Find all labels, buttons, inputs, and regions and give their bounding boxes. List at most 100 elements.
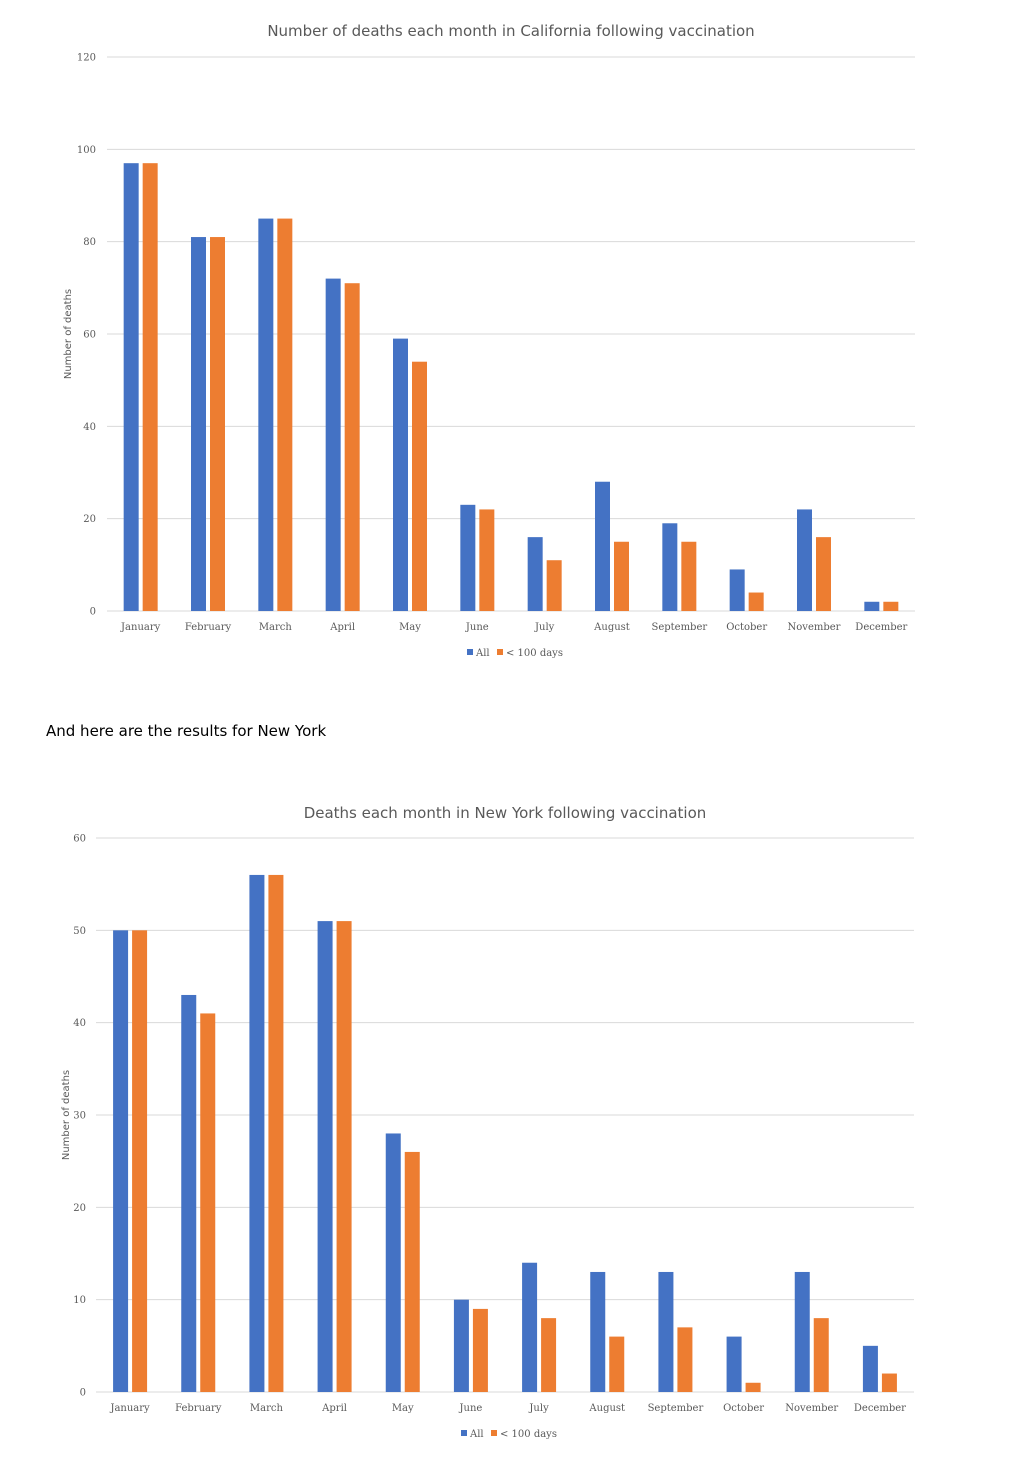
bar-lt100-days [142, 163, 158, 611]
y-tick-label: 100 [77, 145, 96, 156]
y-tick-label: 20 [83, 514, 96, 525]
chart-title: Deaths each month in New York following … [304, 804, 707, 822]
bar-all [460, 504, 476, 611]
bar-all [864, 601, 880, 611]
bar-all [258, 218, 274, 612]
x-category-label: February [175, 1403, 222, 1414]
y-tick-label: 50 [73, 926, 86, 937]
x-category-label: December [855, 622, 907, 633]
y-tick-label: 60 [73, 834, 86, 845]
bar-lt100-days [472, 1308, 488, 1392]
bar-all [662, 523, 678, 611]
x-category-label: July [534, 622, 555, 633]
bar-lt100-days [344, 283, 360, 611]
bar-all [527, 537, 543, 611]
bar-all [325, 278, 341, 611]
california-chart-svg: Number of deaths each month in Californi… [63, 22, 915, 659]
prose-text: And here are the results for New York [46, 722, 327, 740]
x-category-label: February [185, 622, 232, 633]
bar-lt100-days [883, 601, 899, 611]
bar-lt100-days [677, 1327, 693, 1392]
bar-lt100-days [132, 930, 148, 1392]
x-category-label: March [250, 1403, 284, 1414]
bar-lt100-days [614, 541, 629, 611]
y-tick-label: 0 [80, 1388, 86, 1399]
y-tick-label: 40 [83, 422, 96, 433]
y-tick-label: 10 [73, 1295, 86, 1306]
new-york-chart-svg: Deaths each month in New York following … [61, 804, 914, 1440]
bar-all [453, 1299, 469, 1392]
bar-all [522, 1262, 538, 1392]
x-category-label: November [788, 622, 841, 633]
chart-title: Number of deaths each month in Californi… [267, 22, 754, 40]
bar-lt100-days [546, 560, 562, 611]
x-category-label: July [528, 1403, 549, 1414]
bar-lt100-days [412, 361, 427, 611]
bar-all [729, 569, 745, 611]
bar-lt100-days [479, 509, 495, 611]
y-tick-label: 30 [73, 1111, 86, 1122]
x-category-label: November [785, 1403, 838, 1414]
bar-lt100-days [745, 1382, 761, 1392]
bar-lt100-days [541, 1318, 557, 1392]
bar-all [385, 1133, 401, 1392]
bar-all [393, 338, 408, 611]
bar-all [181, 994, 197, 1392]
x-category-label: August [588, 1403, 625, 1414]
y-tick-label: 20 [73, 1203, 86, 1214]
bar-all [590, 1271, 606, 1392]
bar-lt100-days [609, 1336, 625, 1392]
bar-lt100-days [813, 1318, 829, 1392]
x-category-label: April [321, 1403, 347, 1414]
y-axis-title: Number of deaths [63, 289, 74, 379]
y-tick-label: 0 [90, 607, 96, 618]
bar-all [123, 163, 139, 611]
legend-swatch-lt100-days [497, 649, 503, 655]
bar-lt100-days [681, 541, 697, 611]
x-category-label: August [593, 622, 630, 633]
x-category-label: June [459, 1403, 483, 1414]
bar-lt100-days [816, 537, 831, 611]
bar-all [191, 237, 206, 612]
bar-all [726, 1336, 742, 1392]
bar-all [794, 1271, 810, 1392]
x-category-label: September [651, 622, 707, 633]
bar-all [317, 921, 333, 1392]
x-category-label: June [465, 622, 489, 633]
x-category-label: March [259, 622, 293, 633]
y-tick-label: 120 [77, 53, 96, 64]
x-category-label: January [120, 622, 161, 633]
bar-all [658, 1271, 674, 1392]
x-category-label: October [726, 622, 767, 633]
bar-all [249, 874, 265, 1392]
x-category-label: April [329, 622, 355, 633]
legend-label-lt100-days: < 100 days [506, 648, 563, 659]
y-tick-label: 60 [83, 330, 96, 341]
x-category-label: October [723, 1403, 764, 1414]
bar-lt100-days [200, 1013, 216, 1392]
legend-label-all: All [469, 1429, 484, 1440]
bar-lt100-days [277, 218, 293, 612]
y-tick-label: 80 [83, 237, 96, 248]
bar-lt100-days [748, 592, 764, 611]
new-york-chart: Deaths each month in New York following … [0, 780, 1036, 1460]
bar-lt100-days [404, 1151, 420, 1392]
legend-label-lt100-days: < 100 days [500, 1429, 557, 1440]
bar-lt100-days [268, 874, 284, 1392]
legend-swatch-lt100-days [491, 1430, 497, 1436]
bar-lt100-days [336, 921, 352, 1392]
x-category-label: May [399, 622, 421, 633]
bar-lt100-days [881, 1373, 897, 1392]
legend-swatch-all [461, 1430, 467, 1436]
x-category-label: May [392, 1403, 414, 1414]
legend-swatch-all [467, 649, 473, 655]
x-category-label: September [648, 1403, 704, 1414]
y-axis-title: Number of deaths [61, 1070, 72, 1160]
bar-all [797, 509, 812, 611]
bar-all [113, 930, 129, 1392]
california-chart: Number of deaths each month in Californi… [0, 0, 1036, 680]
x-category-label: January [109, 1403, 150, 1414]
x-category-label: December [854, 1403, 906, 1414]
bar-all [595, 481, 610, 611]
legend-label-all: All [475, 648, 490, 659]
